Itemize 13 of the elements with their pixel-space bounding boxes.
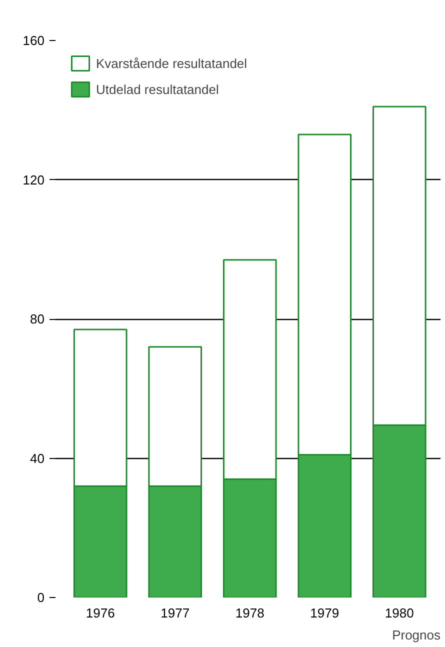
x-tick-label: 1978 — [235, 606, 264, 620]
legend-label: Utdelad resultatandel — [96, 82, 219, 96]
x-tick-label: 1980 — [384, 606, 414, 620]
x-tick-label: 1977 — [160, 606, 190, 620]
y-tick-label: 120 — [22, 172, 45, 188]
text: Prognos — [392, 628, 441, 642]
y-tick-label: 80 — [30, 312, 45, 326]
y-tick-label: 40 — [30, 450, 45, 466]
y-tick-label: 160 — [22, 33, 45, 48]
legend-label: Kvarstående resultatandel — [96, 56, 248, 70]
x-tick-label: 1979 — [310, 606, 340, 620]
x-tick-label: 1976 — [86, 606, 115, 620]
y-tick-label: 0 — [37, 590, 45, 605]
